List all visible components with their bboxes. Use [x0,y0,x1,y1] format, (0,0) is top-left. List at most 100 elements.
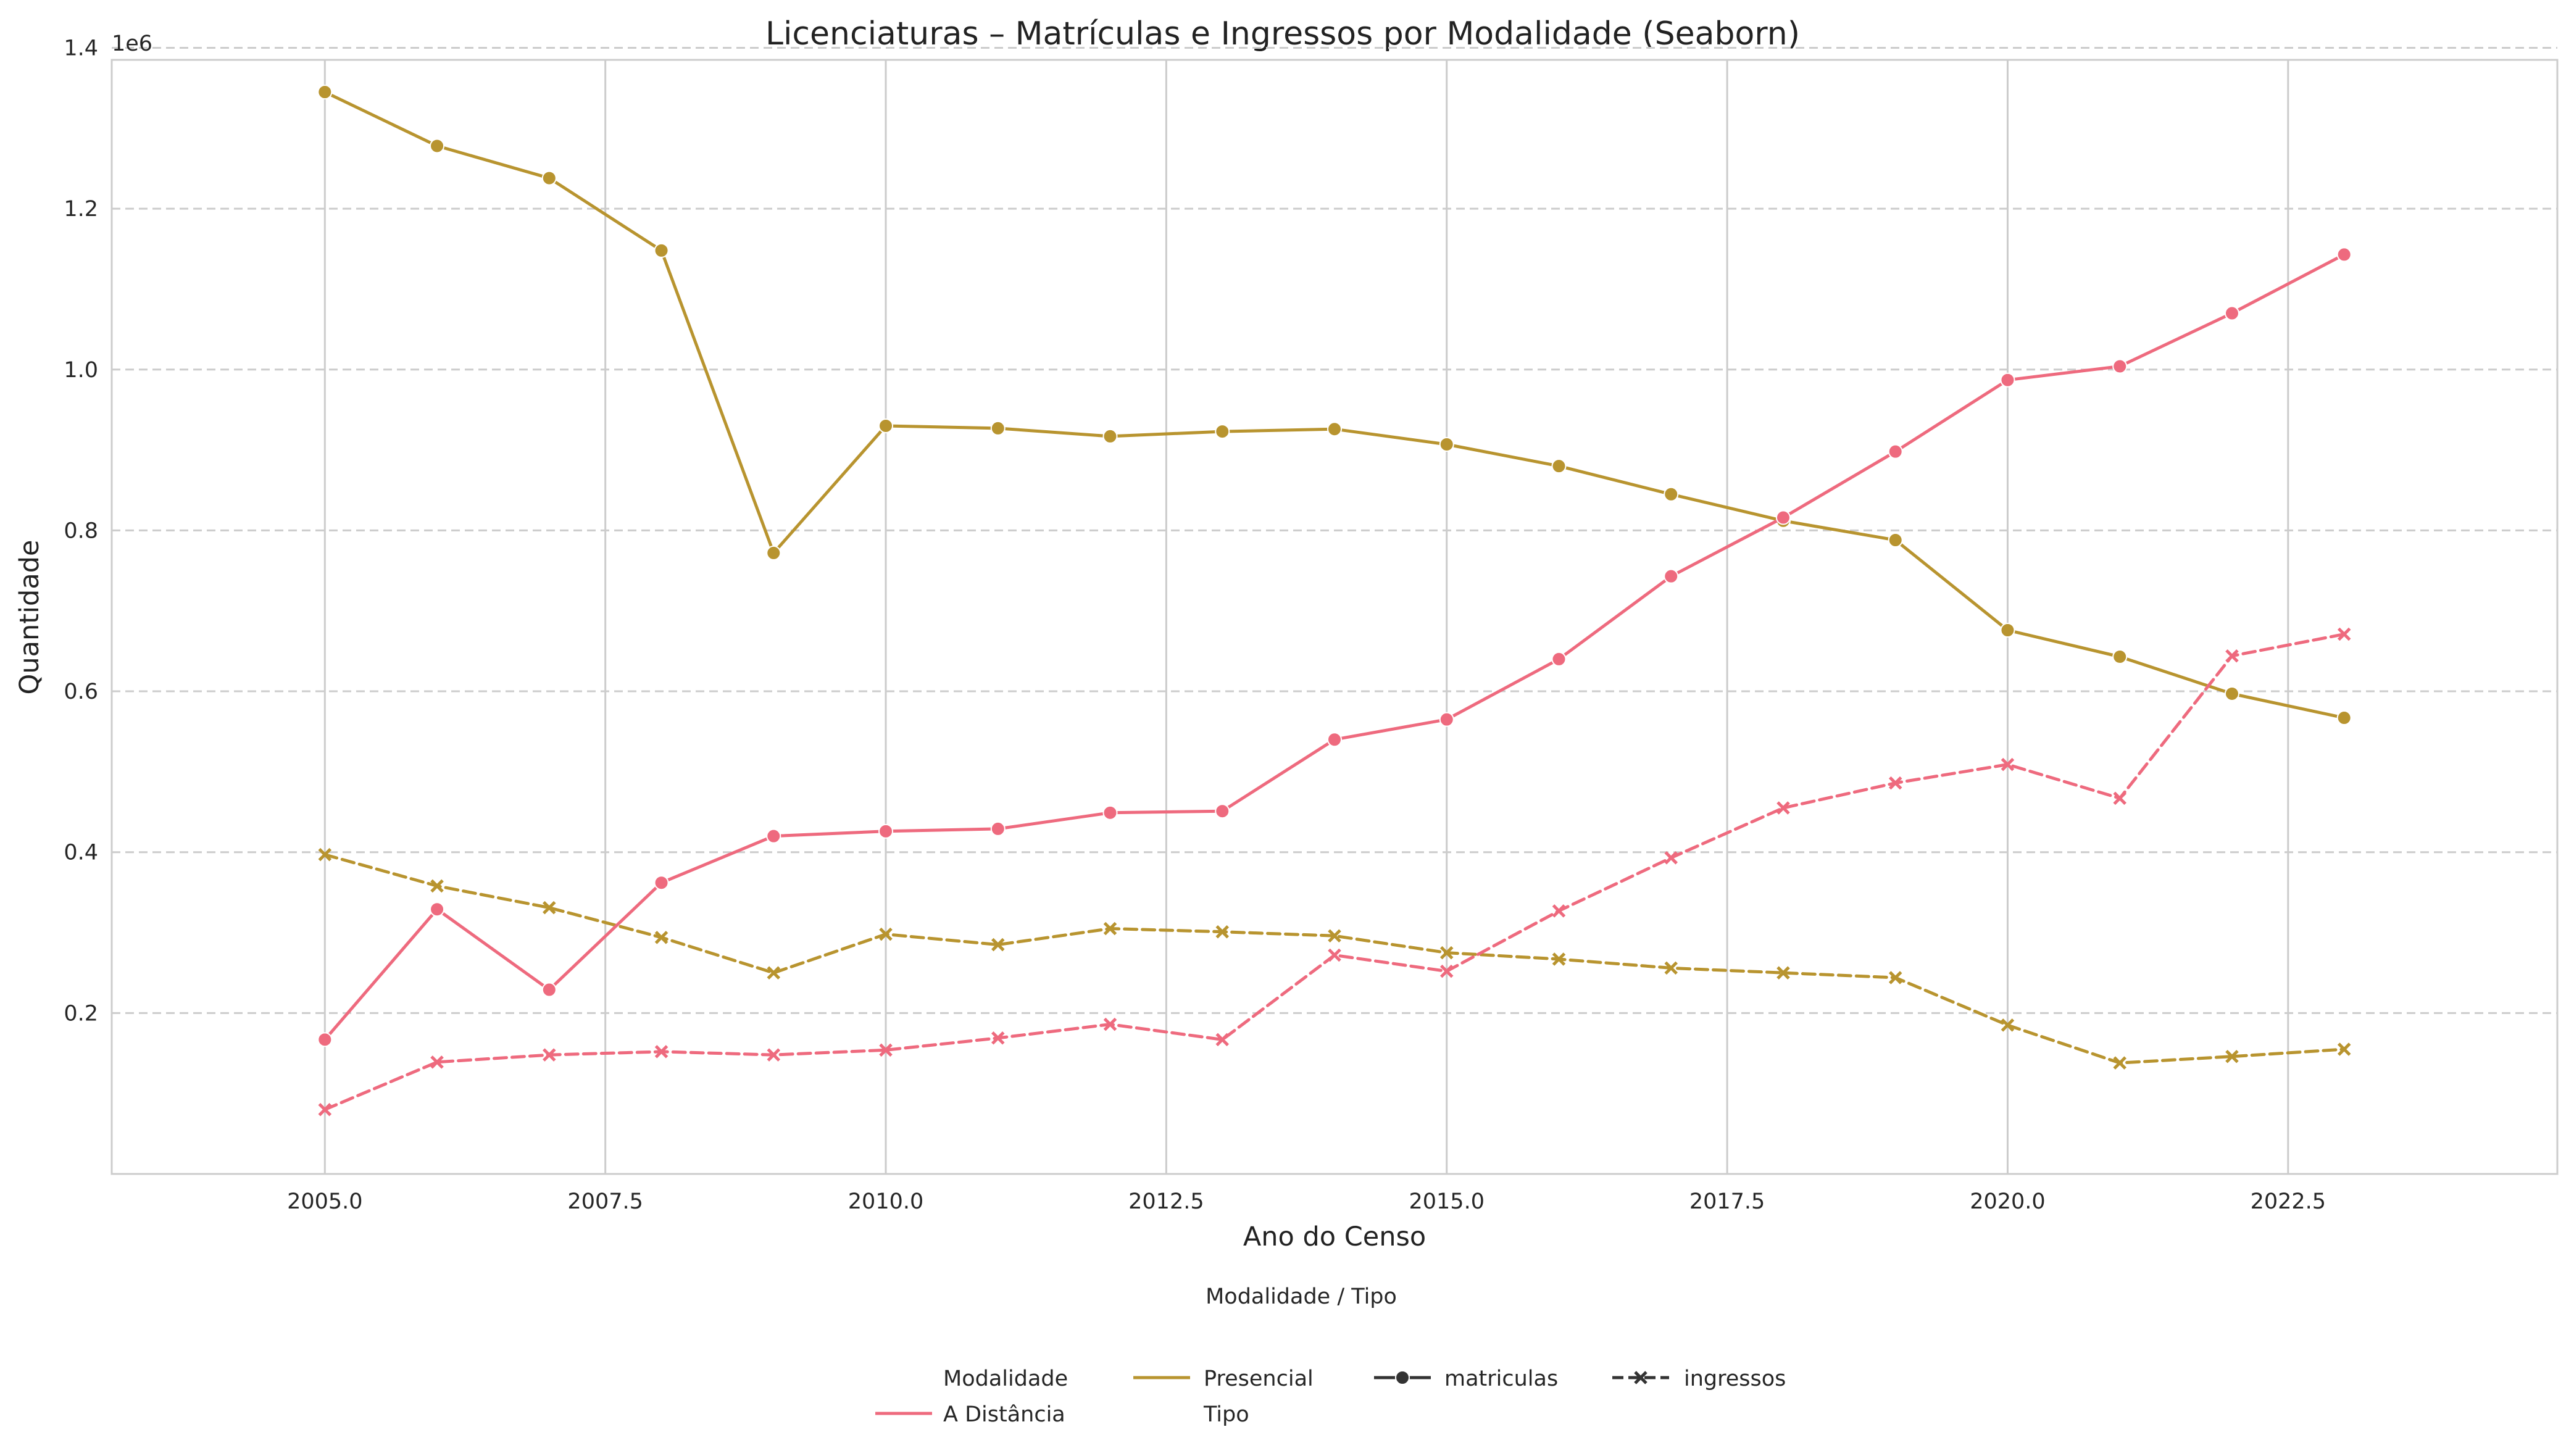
data-point [990,420,1006,436]
data-point [767,1048,781,1062]
data-point [543,1048,556,1062]
data-point [879,927,893,941]
y-tick-label: 1.2 [64,197,98,222]
x-tick-label: 2015.0 [1409,1189,1485,1214]
data-point [1439,946,1454,960]
data-point [2112,359,2128,374]
data-point [541,170,557,186]
legend: Modalidade / Tipo Modalidade Tipo A Dist… [875,1284,1786,1427]
data-point [541,982,557,997]
y-tick-label: 1.0 [64,358,98,383]
y-tick-label: 0.8 [64,518,98,543]
data-point [1888,444,1903,459]
y-gridlines [112,46,2557,1014]
data-point [1776,801,1790,815]
data-point [2112,649,2128,665]
legend-header-tipo: Tipo [1203,1402,1249,1427]
series-presencial-ingressos [318,847,2351,1070]
data-point [1439,964,1454,978]
data-point [1215,925,1230,939]
data-point [1664,486,1679,502]
data-point [878,418,894,433]
data-point [1328,948,1341,962]
x-tick-label: 2005.0 [287,1189,362,1214]
data-point [878,823,894,839]
data-point [2337,1042,2351,1056]
data-point [990,821,1006,836]
data-point [1888,533,1903,548]
series-presencial-matriculas [317,85,2352,726]
data-point [1888,971,1902,984]
data-point [430,1055,444,1069]
y-tick-label: 0.2 [64,1001,98,1026]
legend-label-presencial: Presencial [1204,1367,1314,1391]
x-tick-label: 2007.5 [567,1189,643,1214]
data-point [1102,428,1118,444]
legend-entry-matriculas: matriculas [1374,1367,1558,1391]
x-tick-label: 2010.0 [848,1189,923,1214]
data-point [1439,436,1454,452]
data-point [2001,757,2015,772]
data-point [2001,1018,2015,1032]
legend-marker-circle [1395,1370,1410,1385]
data-point [2113,1056,2126,1070]
data-point [1664,961,1678,975]
data-point [991,1031,1005,1045]
data-point [317,1032,333,1047]
data-point [2336,710,2352,726]
data-point [1439,712,1454,727]
chart-title: Licenciaturas – Matrículas e Ingressos p… [765,15,1800,52]
data-point [2225,649,2239,663]
legend-header-modalidade: Modalidade [943,1367,1068,1391]
data-point [430,902,445,917]
y-tick-label: 0.4 [64,841,98,865]
data-point [2336,247,2352,262]
x-tick-label: 2020.0 [1970,1189,2045,1214]
legend-title: Modalidade / Tipo [1206,1284,1397,1309]
data-point [991,938,1005,952]
data-point [2113,791,2126,805]
data-point [654,931,668,944]
series-a-distancia-matriculas [317,247,2352,1047]
data-point [543,901,556,915]
y-offset-label: 1e6 [112,31,152,56]
data-point [1103,921,1117,936]
data-point [1215,1033,1230,1047]
data-point [1103,1017,1117,1031]
series-layer [317,85,2352,1117]
data-point [654,243,669,258]
data-point [1328,929,1341,943]
data-point [654,875,669,891]
data-point [318,847,332,862]
y-axis-ticks: 0.2 0.4 0.6 0.8 1.0 1.2 1.4 [64,36,98,1026]
data-point [1775,510,1791,525]
x-tick-label: 2022.5 [2251,1189,2326,1214]
legend-label-matriculas: matriculas [1444,1367,1558,1391]
data-point [1551,651,1567,667]
data-point [767,966,781,980]
legend-label-a-distancia: A Distância [943,1402,1065,1427]
plot-frame [110,59,2559,1175]
data-point [1776,966,1790,980]
data-point [317,85,333,100]
y-tick-label: 0.6 [64,680,98,704]
data-point [654,1045,668,1059]
data-point [1552,904,1566,918]
legend-entry-presencial: Presencial [1133,1367,1314,1391]
legend-entry-a-distancia: A Distância [875,1402,1065,1427]
data-point [879,1043,893,1057]
data-point [2000,623,2015,638]
data-point [2224,306,2239,321]
x-axis-ticks: 2005.0 2007.5 2010.0 2012.5 2015.0 2017.5 2020… [287,1189,2326,1214]
data-point [1327,732,1342,747]
legend-label-ingressos: ingressos [1684,1367,1786,1391]
data-point [2337,627,2351,641]
y-axis-label: Quantidade [14,540,45,695]
legend-marker-x [1634,1371,1647,1384]
data-point [1664,851,1678,865]
x-gridlines [323,60,2289,1174]
x-axis-label: Ano do Censo [1243,1221,1426,1252]
data-point [1552,952,1566,966]
data-point [766,545,781,560]
plot-background [112,60,2557,1174]
